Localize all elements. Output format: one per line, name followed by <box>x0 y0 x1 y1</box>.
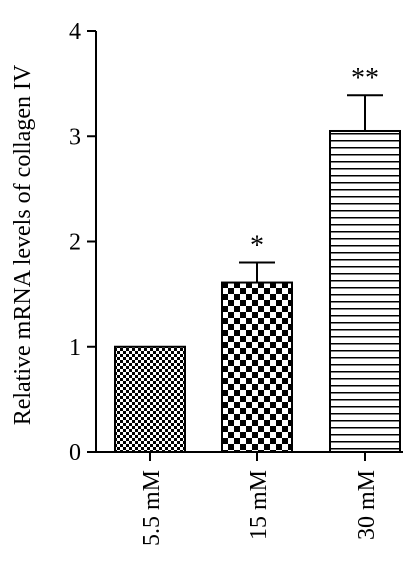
bar-2 <box>221 281 293 453</box>
bars <box>114 129 401 454</box>
y-tick-label: 1 <box>69 335 81 361</box>
y-tick-label: 4 <box>69 19 81 45</box>
x-tick-label: 5.5 mM <box>139 470 165 546</box>
y-tick-label: 0 <box>69 440 81 466</box>
y-tick-label: 3 <box>69 124 81 150</box>
bar-1 <box>114 345 186 453</box>
x-tick-label: 15 mM <box>246 470 272 540</box>
y-tick-label: 2 <box>69 230 81 256</box>
y-axis-label: Relative mRNA levels of collagen IV <box>10 64 36 425</box>
x-tick-label: 30 mM <box>354 470 380 540</box>
significance-marker-2: * <box>250 231 264 262</box>
labels: 0 1 2 3 4 5.5 mM * 15 mM ** 30 mM <box>69 19 380 546</box>
error-bars <box>239 94 383 283</box>
bar-3 <box>329 129 401 454</box>
significance-marker-3: ** <box>351 63 379 94</box>
